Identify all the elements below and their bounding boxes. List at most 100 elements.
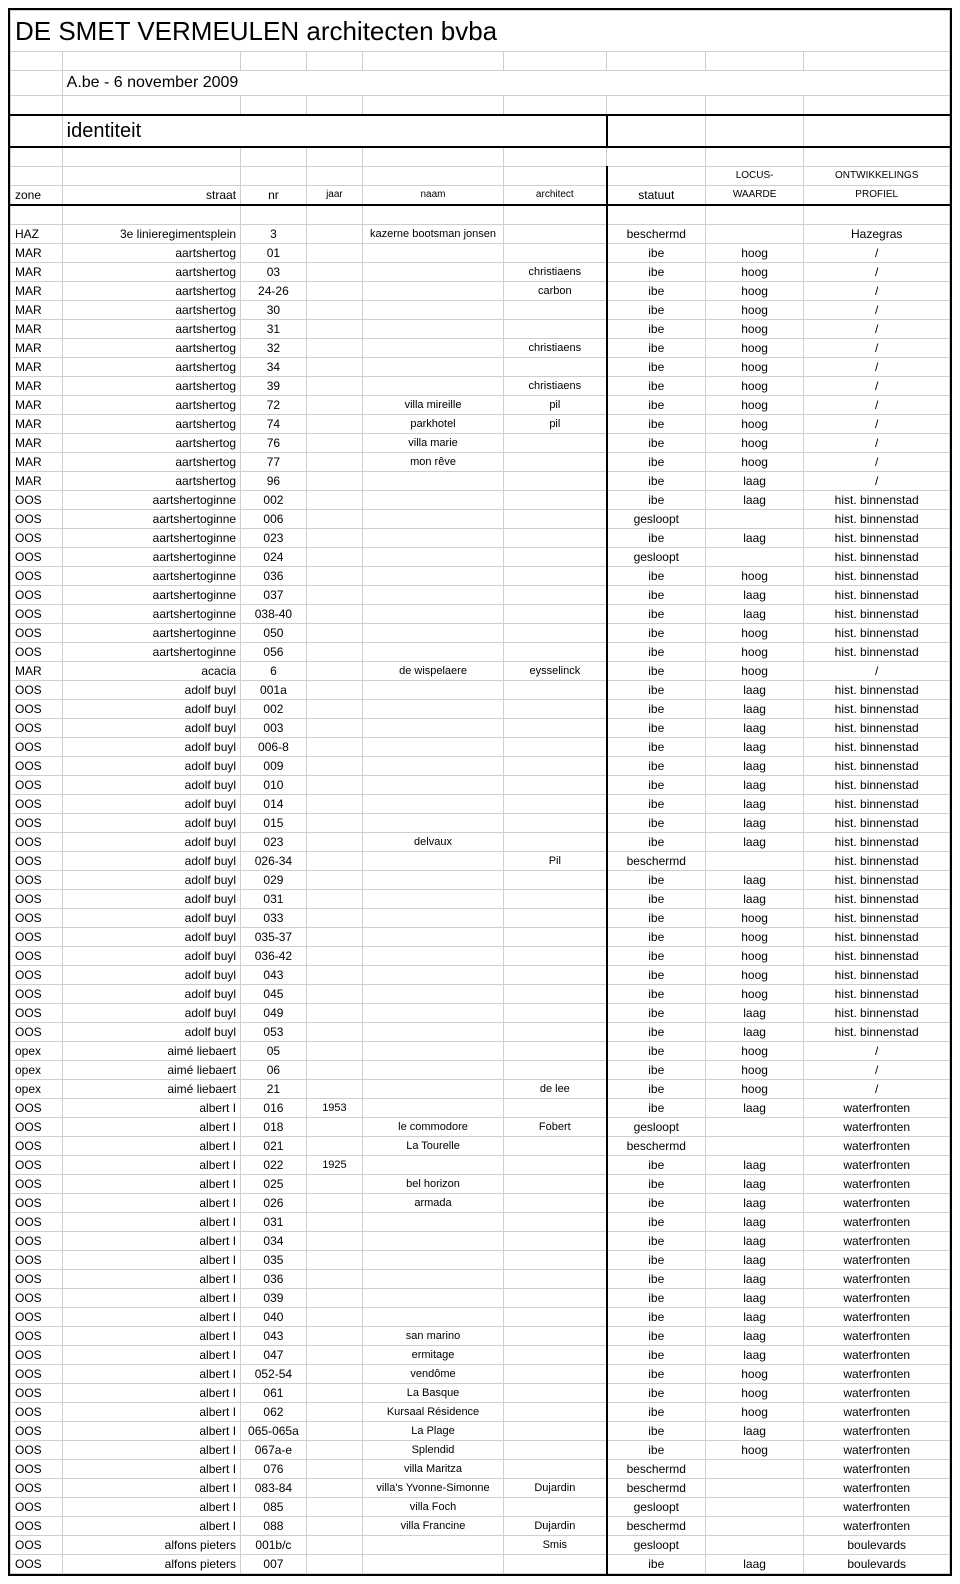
cell-nr: 023 xyxy=(241,833,307,852)
cell-locus: hoog xyxy=(705,1403,804,1422)
cell-nr: 006 xyxy=(241,510,307,529)
cell-arch xyxy=(503,966,606,985)
cell-naam: parkhotel xyxy=(363,415,504,434)
cell-arch xyxy=(503,1175,606,1194)
cell-ont: hist. binnenstad xyxy=(804,624,950,643)
cell-zone: MAR xyxy=(11,396,63,415)
table-row: OOSalbert I083-84villa's Yvonne-SimonneD… xyxy=(11,1479,950,1498)
cell-jaar xyxy=(306,643,362,662)
cell-zone: OOS xyxy=(11,1498,63,1517)
cell-straat: albert I xyxy=(62,1365,240,1384)
cell-jaar xyxy=(306,909,362,928)
cell-locus: laag xyxy=(705,529,804,548)
cell-zone: OOS xyxy=(11,814,63,833)
cell-arch xyxy=(503,1384,606,1403)
cell-zone: HAZ xyxy=(11,225,63,244)
cell-arch xyxy=(503,453,606,472)
cell-arch xyxy=(503,529,606,548)
cell-nr: 002 xyxy=(241,491,307,510)
cell-ont: waterfronten xyxy=(804,1232,950,1251)
cell-jaar xyxy=(306,795,362,814)
cell-locus: laag xyxy=(705,1422,804,1441)
cell-zone: OOS xyxy=(11,1118,63,1137)
cell-straat: adolf buyl xyxy=(62,738,240,757)
cell-nr: 033 xyxy=(241,909,307,928)
cell-arch: christiaens xyxy=(503,377,606,396)
cell-nr: 036 xyxy=(241,567,307,586)
cell-straat: adolf buyl xyxy=(62,814,240,833)
cell-ont: waterfronten xyxy=(804,1175,950,1194)
cell-nr: 001a xyxy=(241,681,307,700)
table-row: OOSaartshertoginne056ibehooghist. binnen… xyxy=(11,643,950,662)
cell-locus: laag xyxy=(705,871,804,890)
cell-locus: hoog xyxy=(705,244,804,263)
cell-naam: villa Maritza xyxy=(363,1460,504,1479)
cell-arch xyxy=(503,1270,606,1289)
cell-stat: ibe xyxy=(607,1156,706,1175)
cell-ont: hist. binnenstad xyxy=(804,700,950,719)
cell-zone: MAR xyxy=(11,339,63,358)
cell-naam: Kursaal Résidence xyxy=(363,1403,504,1422)
table-row: MARaartshertog76villa marieibehoog/ xyxy=(11,434,950,453)
cell-nr: 043 xyxy=(241,1327,307,1346)
cell-naam: villa's Yvonne-Simonne xyxy=(363,1479,504,1498)
cell-stat: ibe xyxy=(607,1042,706,1061)
cell-stat: ibe xyxy=(607,1023,706,1042)
table-row: OOSadolf buyl049ibelaaghist. binnenstad xyxy=(11,1004,950,1023)
cell-ont: hist. binnenstad xyxy=(804,947,950,966)
cell-arch xyxy=(503,1441,606,1460)
cell-arch xyxy=(503,1061,606,1080)
cell-arch xyxy=(503,1555,606,1574)
table-row: OOSadolf buyl015ibelaaghist. binnenstad xyxy=(11,814,950,833)
table-row: OOSadolf buyl036-42ibehooghist. binnenst… xyxy=(11,947,950,966)
cell-locus: hoog xyxy=(705,624,804,643)
cell-arch xyxy=(503,795,606,814)
cell-stat: ibe xyxy=(607,1365,706,1384)
cell-nr: 009 xyxy=(241,757,307,776)
cell-nr: 018 xyxy=(241,1118,307,1137)
header-locus-bot: WAARDE xyxy=(705,186,804,206)
cell-jaar xyxy=(306,1175,362,1194)
cell-jaar xyxy=(306,1270,362,1289)
cell-locus: laag xyxy=(705,1156,804,1175)
cell-locus xyxy=(705,1517,804,1536)
table-row: OOSadolf buyl003ibelaaghist. binnenstad xyxy=(11,719,950,738)
cell-zone: OOS xyxy=(11,1289,63,1308)
cell-naam xyxy=(363,1232,504,1251)
cell-ont: hist. binnenstad xyxy=(804,1023,950,1042)
cell-nr: 031 xyxy=(241,890,307,909)
header-jaar: jaar xyxy=(306,186,362,206)
cell-arch xyxy=(503,225,606,244)
table-row: OOSalbert I021La Tourellebeschermdwaterf… xyxy=(11,1137,950,1156)
cell-zone: OOS xyxy=(11,586,63,605)
cell-naam: bel horizon xyxy=(363,1175,504,1194)
table-row: MARaartshertog96ibelaag/ xyxy=(11,472,950,491)
cell-jaar xyxy=(306,1194,362,1213)
cell-locus xyxy=(705,852,804,871)
cell-zone: OOS xyxy=(11,871,63,890)
cell-nr: 034 xyxy=(241,1232,307,1251)
cell-nr: 039 xyxy=(241,1289,307,1308)
cell-nr: 3 xyxy=(241,225,307,244)
cell-nr: 022 xyxy=(241,1156,307,1175)
cell-nr: 076 xyxy=(241,1460,307,1479)
cell-nr: 036-42 xyxy=(241,947,307,966)
cell-naam xyxy=(363,586,504,605)
cell-nr: 065-065a xyxy=(241,1422,307,1441)
cell-nr: 003 xyxy=(241,719,307,738)
cell-straat: adolf buyl xyxy=(62,852,240,871)
cell-arch: pil xyxy=(503,415,606,434)
cell-ont: waterfronten xyxy=(804,1099,950,1118)
cell-nr: 037 xyxy=(241,586,307,605)
table-row: OOSalbert I085villa Fochgeslooptwaterfro… xyxy=(11,1498,950,1517)
cell-jaar xyxy=(306,1479,362,1498)
cell-nr: 062 xyxy=(241,1403,307,1422)
cell-ont: hist. binnenstad xyxy=(804,814,950,833)
table-row: OOSaartshertoginne006gesloopthist. binne… xyxy=(11,510,950,529)
cell-naam xyxy=(363,301,504,320)
table-row: MARaartshertog34ibehoog/ xyxy=(11,358,950,377)
cell-naam xyxy=(363,1270,504,1289)
cell-zone: OOS xyxy=(11,1422,63,1441)
cell-jaar xyxy=(306,1213,362,1232)
cell-straat: adolf buyl xyxy=(62,890,240,909)
